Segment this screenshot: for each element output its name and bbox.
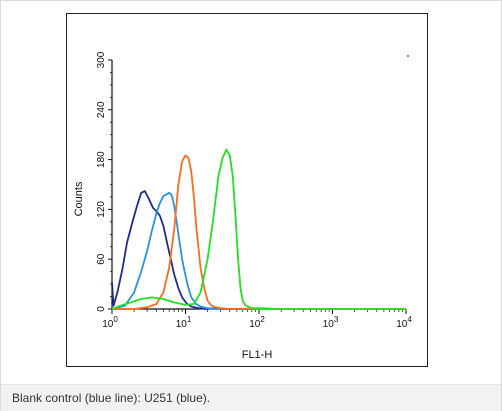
series-line-1 [111,190,259,310]
series-line-2 [111,191,259,310]
x-tick-label: 103 [323,315,339,330]
y-tick-label: 300 [96,51,107,68]
speck-mark [407,55,409,57]
series-line-4 [111,148,406,310]
y-tick-label: 240 [96,101,107,118]
series-line-3 [112,154,406,310]
x-axis-label: FL1-H [242,349,273,361]
x-tick-label: 102 [249,315,265,330]
x-tick-label: 104 [396,315,412,330]
figure-caption: Blank control (blue line): U251 (blue). [12,391,211,405]
y-tick-label: 0 [96,306,107,312]
axes: 0 60 120 180 240 300 100 101 102 103 104 [96,51,412,330]
figure-frame: 0 60 120 180 240 300 100 101 102 103 104 Counts FL… [66,13,428,367]
y-axis-label: Counts [73,181,85,216]
y-tick-label: 180 [96,151,107,168]
x-tick-label: 101 [176,315,192,330]
x-tick-label: 100 [102,315,118,330]
caption-bar: Blank control (blue line): U251 (blue). [1,384,501,411]
y-tick-label: 60 [96,253,107,265]
y-tick-label: 120 [96,201,107,218]
flow-cytometry-histogram: 0 60 120 180 240 300 100 101 102 103 104 Counts FL… [73,51,412,361]
series-group [111,148,406,310]
